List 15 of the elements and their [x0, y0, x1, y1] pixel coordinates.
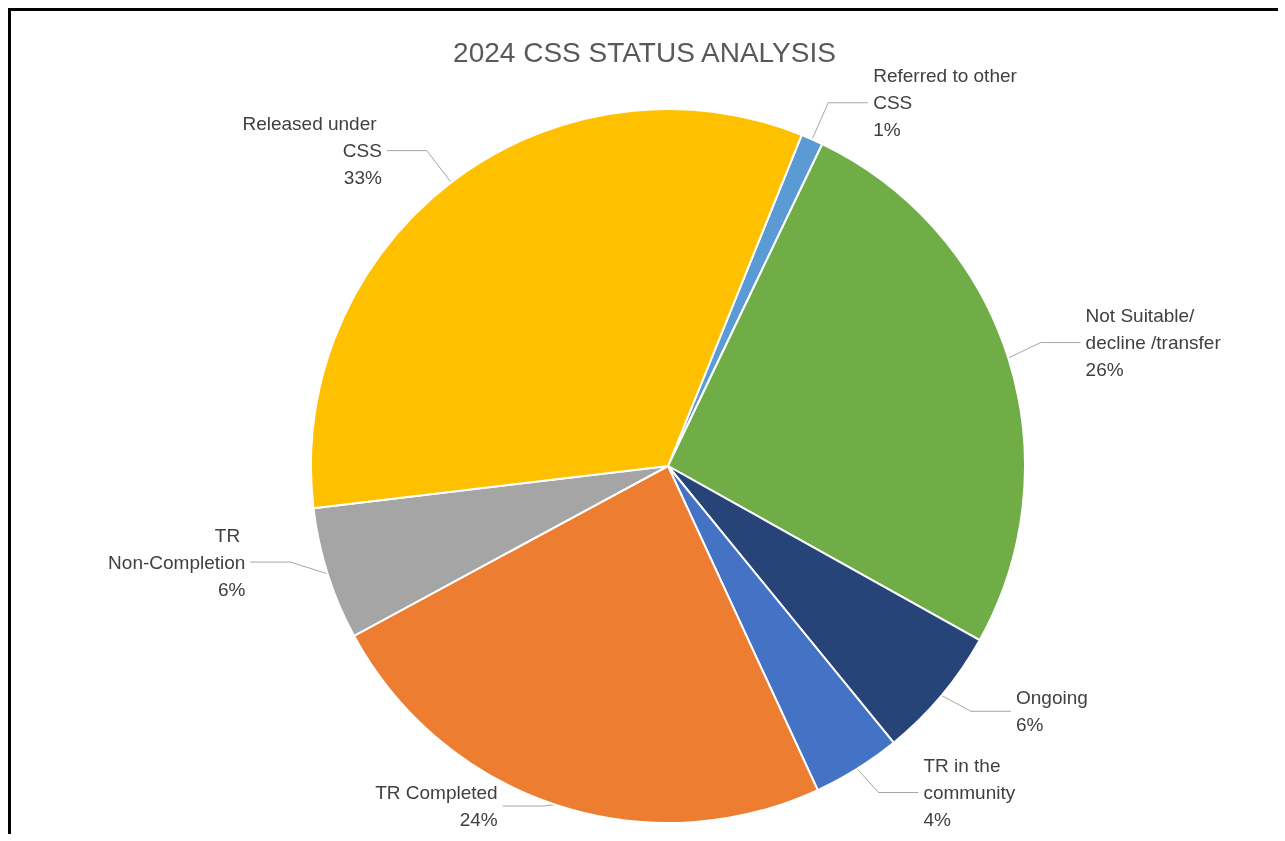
slice-label: TR Completed [375, 782, 498, 803]
slice-label: Released under CSS [242, 113, 382, 162]
slice-label: TR Non-Completion [108, 524, 246, 573]
data-label: 6% [1015, 714, 1044, 736]
slice-label: Ongoing [1015, 687, 1088, 709]
slice-label: Not Suitable/ decline /transfer [1085, 305, 1222, 354]
chart-title: 2024 CSS STATUS ANALYSIS [453, 36, 836, 68]
data-label: 24% [459, 809, 498, 830]
data-label: 33% [343, 167, 382, 189]
data-label: 4% [923, 809, 951, 830]
slice-label: TR in the community [923, 755, 1016, 803]
data-label: 26% [1085, 359, 1124, 381]
slice-label: Referred to other CSS [873, 65, 1023, 114]
data-label: 1% [873, 119, 901, 141]
data-label: 6% [217, 578, 246, 600]
